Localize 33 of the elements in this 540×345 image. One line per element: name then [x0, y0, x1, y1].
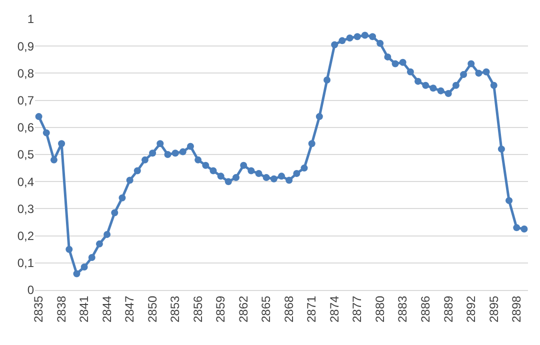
- y-tick-label: 0,8: [17, 66, 34, 80]
- y-tick-label: 1: [27, 12, 34, 26]
- x-tick-label: 2850: [145, 295, 160, 323]
- x-tick-label: 2847: [122, 295, 137, 323]
- x-tick-label: 2841: [77, 295, 92, 323]
- y-tick-label: 0,1: [17, 256, 34, 270]
- y-tick-label: 0,9: [17, 39, 34, 54]
- x-tick-label: 2877: [350, 295, 364, 323]
- x-tick-label: 2838: [54, 295, 68, 323]
- y-tick-label: 0,6: [17, 120, 34, 135]
- x-tick-label: 2892: [464, 295, 478, 323]
- x-tick-label: 2886: [418, 295, 433, 323]
- x-tick-label: 2883: [396, 295, 410, 323]
- y-tick-label: 0,7: [17, 94, 34, 108]
- x-tick-label: 2853: [168, 295, 182, 323]
- x-tick-label: 2862: [236, 295, 250, 323]
- x-tick-label: 2895: [486, 295, 501, 323]
- y-tick-label: 0,5: [17, 148, 34, 162]
- x-tick-label: 2874: [327, 295, 342, 323]
- y-tick-label: 0: [27, 283, 34, 298]
- x-tick-label: 2856: [190, 295, 205, 323]
- y-tick-label: 0,3: [17, 202, 34, 216]
- x-tick-label: 2868: [282, 295, 296, 323]
- x-tick-label: 2835: [32, 295, 46, 323]
- y-tick-label: 0,2: [17, 229, 34, 243]
- x-tick-label: 2871: [304, 295, 319, 323]
- x-tick-label: 2889: [441, 295, 456, 323]
- x-tick-label: 2865: [259, 295, 274, 323]
- x-tick-label: 2880: [373, 295, 387, 323]
- x-tick-label: 2898: [510, 295, 524, 323]
- x-tick-label: 2844: [100, 295, 114, 323]
- y-tick-label: 0,4: [17, 174, 34, 189]
- x-tick-label: 2859: [214, 295, 228, 323]
